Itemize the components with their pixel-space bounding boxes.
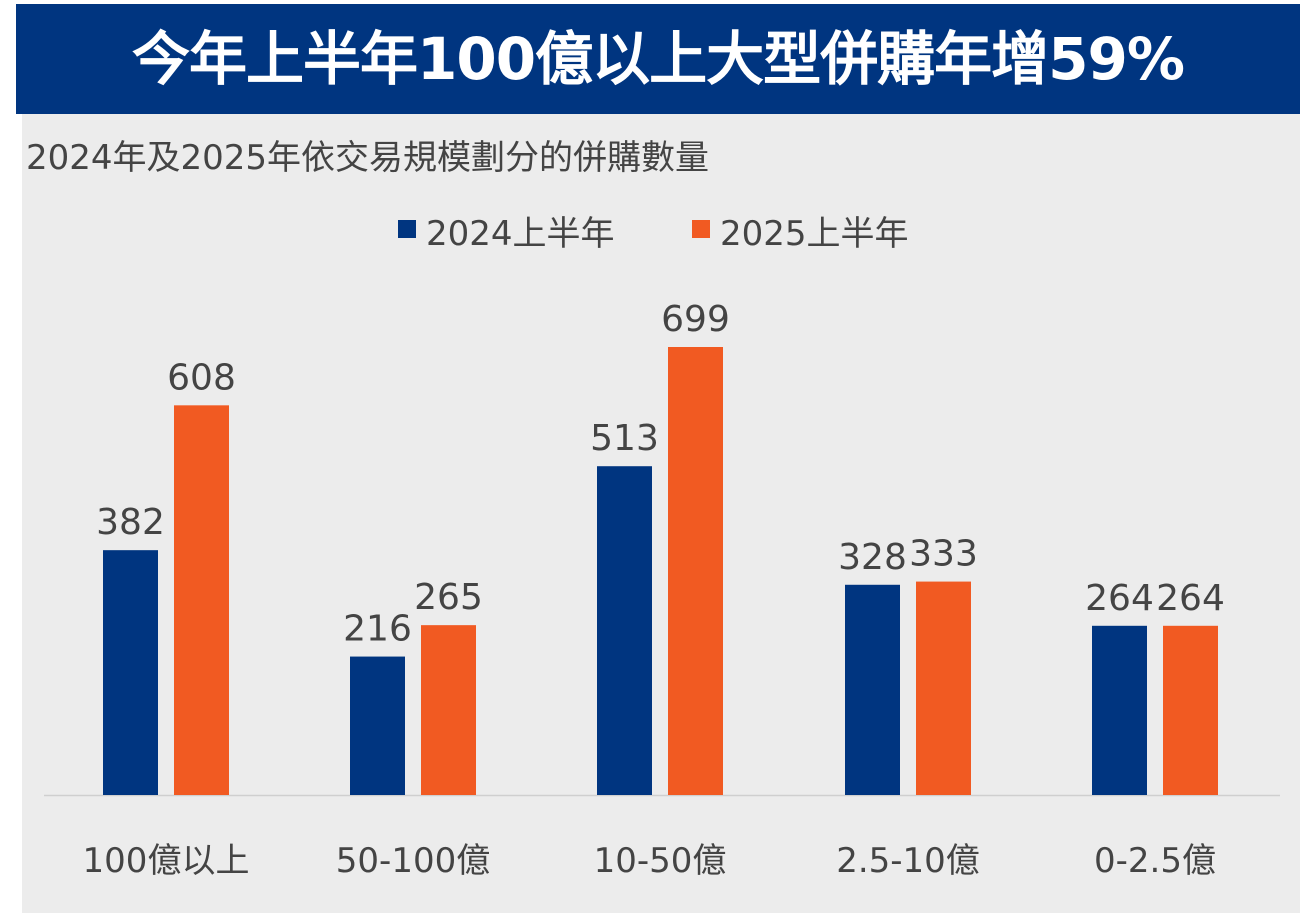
bar-1-1	[421, 625, 476, 795]
headline-banner: 今年上半年100億以上大型併購年增59%	[16, 4, 1300, 114]
data-label-4-0: 264	[1085, 578, 1154, 619]
data-label-2-1: 699	[661, 299, 730, 340]
bar-3-0	[845, 584, 900, 795]
data-label-4-1: 264	[1156, 578, 1225, 619]
data-label-3-0: 328	[838, 537, 907, 578]
bar-0-0	[103, 550, 158, 795]
data-label-3-1: 333	[909, 534, 978, 575]
data-label-0-1: 608	[167, 357, 236, 398]
category-label-0: 100億以上	[83, 841, 250, 881]
data-label-2-0: 513	[590, 418, 659, 459]
bar-1-0	[350, 656, 405, 795]
bar-2-0	[597, 466, 652, 795]
data-label-0-0: 382	[96, 502, 165, 543]
bar-0-1	[174, 405, 229, 795]
legend-label-0: 2024上半年	[426, 214, 615, 254]
category-label-2: 10-50億	[594, 841, 727, 881]
chart-panel	[22, 114, 1300, 913]
category-label-1: 50-100億	[336, 841, 490, 881]
category-label-3: 2.5-10億	[836, 841, 980, 881]
bar-4-0	[1092, 625, 1147, 795]
bar-2-1	[668, 347, 723, 795]
legend-swatch-1	[692, 220, 710, 238]
legend-swatch-0	[398, 220, 416, 238]
bar-4-1	[1163, 625, 1218, 795]
category-label-4: 0-2.5億	[1094, 841, 1216, 881]
data-label-1-1: 265	[414, 577, 483, 618]
data-label-1-0: 216	[343, 609, 412, 650]
legend-label-1: 2025上半年	[720, 214, 909, 254]
chart-subtitle: 2024年及2025年依交易規模劃分的併購數量	[26, 138, 710, 178]
bar-3-1	[916, 581, 971, 795]
